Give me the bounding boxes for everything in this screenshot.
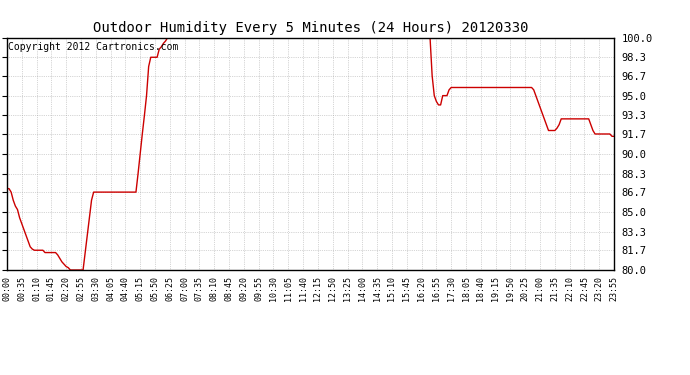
Title: Outdoor Humidity Every 5 Minutes (24 Hours) 20120330: Outdoor Humidity Every 5 Minutes (24 Hou… xyxy=(92,21,529,35)
Text: Copyright 2012 Cartronics.com: Copyright 2012 Cartronics.com xyxy=(8,42,179,52)
